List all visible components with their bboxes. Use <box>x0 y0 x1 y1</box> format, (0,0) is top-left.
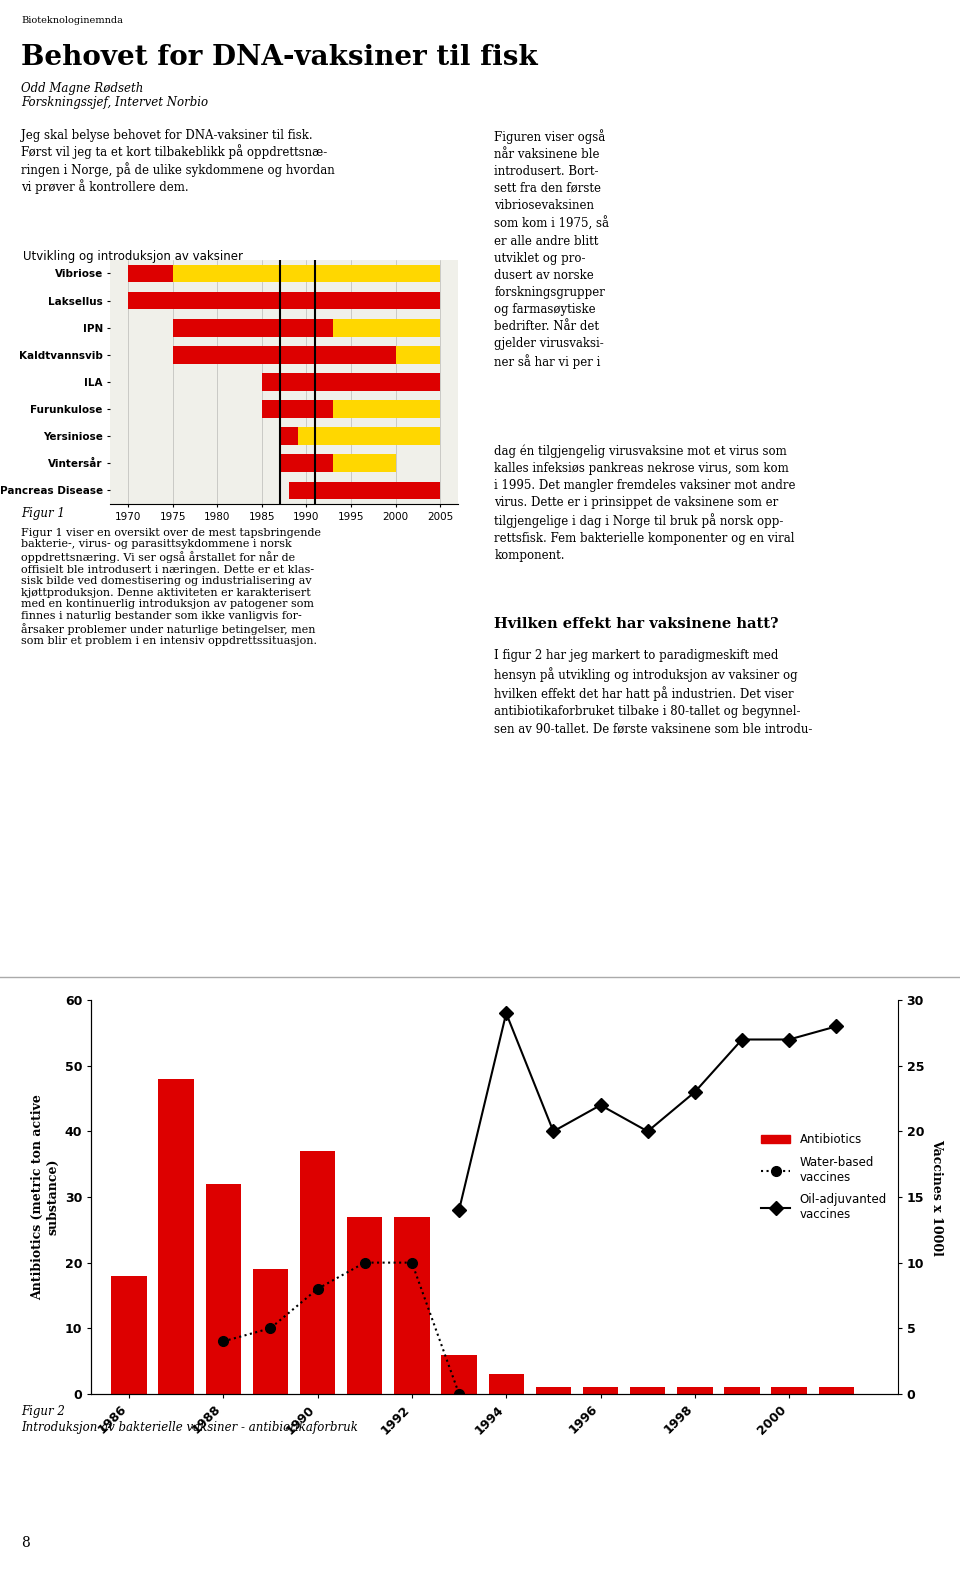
Bar <box>262 400 333 417</box>
Bar <box>129 291 440 309</box>
Bar <box>677 1388 712 1394</box>
Bar <box>347 1216 382 1394</box>
Bar <box>173 346 396 364</box>
Bar <box>724 1388 759 1394</box>
Text: Hvilken effekt har vaksinene hatt?: Hvilken effekt har vaksinene hatt? <box>494 617 779 632</box>
Bar <box>252 1269 288 1394</box>
Text: Figur 2: Figur 2 <box>21 1405 65 1418</box>
Text: Odd Magne Rødseth: Odd Magne Rødseth <box>21 82 143 94</box>
Oil-adjuvanted
vaccines <box>642 1121 654 1140</box>
Text: Utvikling og introduksjon av vaksiner: Utvikling og introduksjon av vaksiner <box>23 250 243 263</box>
Bar <box>333 318 440 337</box>
Text: 8: 8 <box>21 1536 30 1550</box>
Water-based
vaccines <box>312 1279 324 1298</box>
Oil-adjuvanted
vaccines <box>453 1200 465 1219</box>
Text: Introduksjon av bakterielle vaksiner - antibiotikaforbruk: Introduksjon av bakterielle vaksiner - a… <box>21 1421 358 1433</box>
Bar <box>205 1184 241 1394</box>
Legend: Antibiotics, Water-based
vaccines, Oil-adjuvanted
vaccines: Antibiotics, Water-based vaccines, Oil-a… <box>756 1129 892 1225</box>
Bar <box>262 373 440 391</box>
Bar <box>158 1079 194 1394</box>
Text: Forskningssjef, Intervet Norbio: Forskningssjef, Intervet Norbio <box>21 96 208 109</box>
Bar <box>279 427 298 446</box>
Oil-adjuvanted
vaccines <box>547 1121 559 1140</box>
Line: Water-based
vaccines: Water-based vaccines <box>218 1258 464 1399</box>
Water-based
vaccines <box>359 1254 371 1273</box>
Bar <box>630 1388 665 1394</box>
Bar <box>333 400 440 417</box>
Y-axis label: Antibiotics (metric ton active
substance): Antibiotics (metric ton active substance… <box>31 1095 60 1299</box>
Bar <box>583 1388 618 1394</box>
Text: Bioteknologinemnda: Bioteknologinemnda <box>21 16 123 25</box>
Bar <box>111 1276 147 1394</box>
Water-based
vaccines <box>453 1384 465 1403</box>
Text: Figur 1: Figur 1 <box>21 507 65 520</box>
Bar <box>772 1388 806 1394</box>
Oil-adjuvanted
vaccines <box>689 1082 701 1101</box>
Water-based
vaccines <box>265 1318 276 1337</box>
Bar <box>173 318 333 337</box>
Bar <box>333 455 396 472</box>
Text: Behovet for DNA-vaksiner til fisk: Behovet for DNA-vaksiner til fisk <box>21 44 538 71</box>
Text: dag én tilgjengelig virusvaksine mot et virus som
kalles infeksiøs pankreas nekr: dag én tilgjengelig virusvaksine mot et … <box>494 444 796 562</box>
Text: I figur 2 har jeg markert to paradigmeskift med
hensyn på utvikling og introduks: I figur 2 har jeg markert to paradigmesk… <box>494 649 813 736</box>
Bar <box>489 1373 524 1394</box>
Oil-adjuvanted
vaccines <box>500 1003 512 1022</box>
Text: Figuren viser også
når vaksinene ble
introdusert. Bort-
sett fra den første
vibr: Figuren viser også når vaksinene ble int… <box>494 129 610 369</box>
Water-based
vaccines <box>406 1254 418 1273</box>
Bar <box>129 265 173 282</box>
Bar <box>300 1151 335 1394</box>
Bar <box>298 427 440 446</box>
Y-axis label: Vaccines x 1000l: Vaccines x 1000l <box>929 1139 943 1255</box>
Text: Figur 1 viser en oversikt over de mest tapsbringende
bakterie-, virus- og parasi: Figur 1 viser en oversikt over de mest t… <box>21 528 321 646</box>
Bar <box>289 482 440 499</box>
Bar <box>442 1354 477 1394</box>
Oil-adjuvanted
vaccines <box>830 1017 842 1036</box>
Text: Sykdommer i norsk lakseoppdrett: Sykdommer i norsk lakseoppdrett <box>28 206 372 225</box>
Bar <box>395 1216 429 1394</box>
Bar <box>173 265 440 282</box>
Oil-adjuvanted
vaccines <box>736 1030 748 1049</box>
Water-based
vaccines <box>218 1332 229 1351</box>
Bar <box>396 346 440 364</box>
Bar <box>536 1388 571 1394</box>
Text: Jeg skal belyse behovet for DNA-vaksiner til fisk.
Først vil jeg ta et kort tilb: Jeg skal belyse behovet for DNA-vaksiner… <box>21 129 335 194</box>
Oil-adjuvanted
vaccines <box>595 1096 607 1115</box>
Bar <box>819 1388 854 1394</box>
Bar <box>279 455 333 472</box>
Line: Oil-adjuvanted
vaccines: Oil-adjuvanted vaccines <box>454 1008 841 1214</box>
Oil-adjuvanted
vaccines <box>783 1030 795 1049</box>
